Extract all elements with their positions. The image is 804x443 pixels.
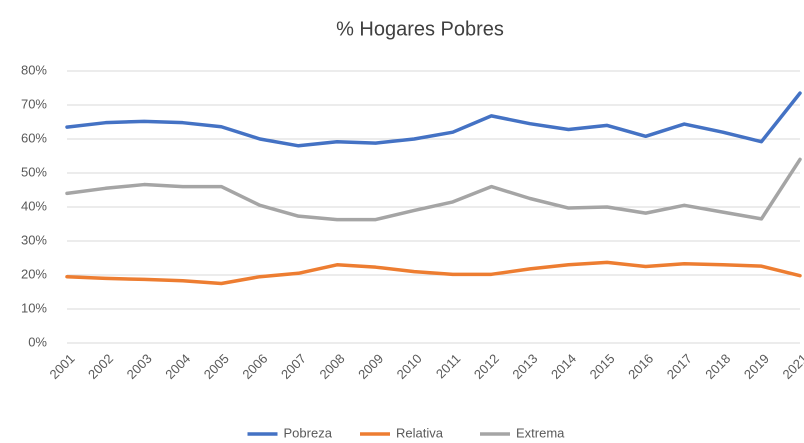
x-tick-label: 2012 (471, 351, 502, 382)
series-line (65, 91, 802, 148)
y-tick-label: 0% (28, 334, 47, 349)
x-tick-label: 2011 (433, 351, 463, 381)
x-tick-label: 2007 (278, 351, 309, 382)
series-line (65, 260, 802, 286)
x-tick-label: 2004 (162, 351, 193, 382)
x-tick-label: 2019 (741, 351, 772, 382)
x-tick-label: 2016 (625, 351, 656, 382)
series-line (65, 157, 802, 222)
y-tick-label: 50% (21, 164, 47, 179)
y-tick-label: 80% (21, 62, 47, 77)
y-tick-label: 40% (21, 198, 47, 213)
x-tick-label: 2018 (702, 351, 733, 382)
y-tick-label: 20% (21, 266, 47, 281)
chart-title: % Hogares Pobres (336, 18, 504, 40)
x-tick-label: 2009 (355, 351, 386, 382)
y-tick-label: 10% (21, 300, 47, 315)
legend-label: Extrema (516, 425, 565, 440)
x-tick-label: 2013 (509, 351, 540, 382)
x-tick-label: 2010 (394, 351, 425, 382)
x-tick-label: 2002 (85, 351, 116, 382)
x-tick-label: 2021 (779, 351, 804, 382)
x-tick-label: 2014 (548, 351, 579, 382)
x-tick-label: 2017 (664, 351, 695, 382)
y-tick-label: 60% (21, 130, 47, 145)
y-tick-label: 70% (21, 96, 47, 111)
x-tick-label: 2008 (317, 351, 348, 382)
x-tick-label: 2006 (239, 351, 270, 382)
x-tick-label: 2001 (46, 351, 77, 382)
legend-label: Pobreza (284, 425, 333, 440)
x-tick-label: 2015 (587, 351, 618, 382)
y-tick-label: 30% (21, 232, 47, 247)
x-tick-label: 2003 (124, 351, 155, 382)
x-tick-label: 2005 (201, 351, 232, 382)
legend-label: Relativa (396, 425, 444, 440)
